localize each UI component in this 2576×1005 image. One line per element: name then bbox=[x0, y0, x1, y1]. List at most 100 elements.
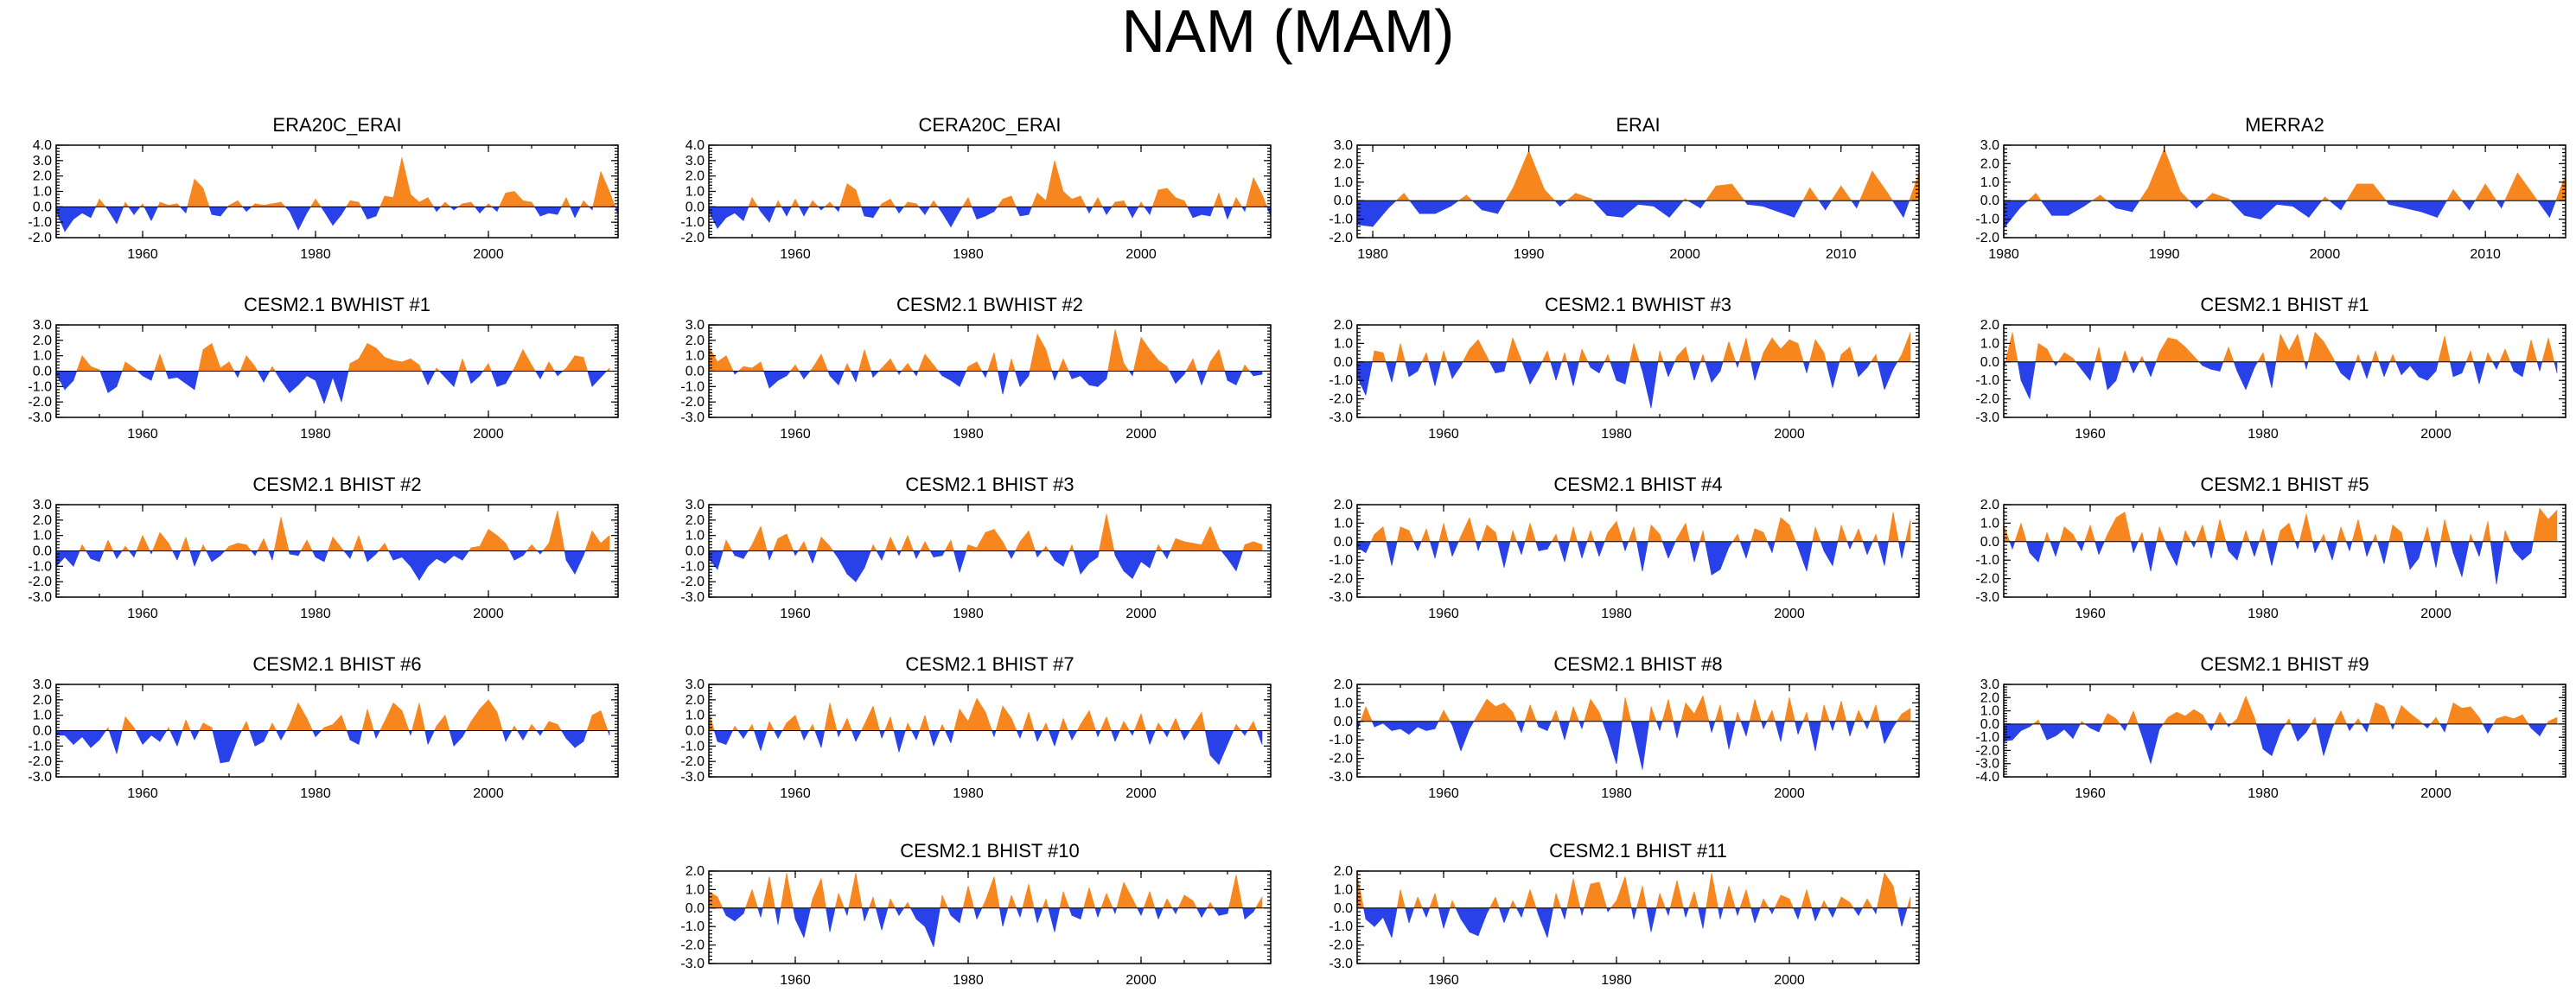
plot-frame bbox=[708, 144, 1272, 239]
area-segment bbox=[79, 544, 83, 551]
area-segment bbox=[2323, 723, 2333, 756]
area-segment bbox=[2516, 172, 2535, 201]
area-segment bbox=[861, 907, 865, 921]
area-segment bbox=[1434, 361, 1442, 386]
area-segment bbox=[2435, 541, 2441, 568]
area-segment bbox=[2133, 710, 2139, 725]
area-segment bbox=[1486, 356, 1490, 363]
area-segment bbox=[591, 207, 594, 210]
area-segment bbox=[2530, 723, 2541, 737]
area-segment bbox=[237, 200, 244, 207]
area-segment bbox=[889, 716, 895, 731]
area-segment bbox=[907, 722, 913, 731]
area-segment bbox=[2369, 703, 2376, 725]
area-segment bbox=[2430, 716, 2437, 725]
area-segment bbox=[959, 907, 964, 923]
area-segment bbox=[159, 730, 168, 743]
area-segment bbox=[1192, 900, 1197, 909]
y-tick-label: -3.0 bbox=[1329, 957, 1353, 971]
area-segment bbox=[1261, 194, 1268, 207]
area-segment bbox=[1767, 541, 1773, 553]
area-segment bbox=[491, 207, 498, 213]
area-segment bbox=[881, 198, 891, 207]
area-segment bbox=[773, 730, 779, 739]
area-segment bbox=[1818, 200, 1826, 211]
area-segment bbox=[2487, 521, 2491, 543]
area-segment bbox=[751, 361, 762, 372]
area-segment bbox=[877, 367, 883, 372]
area-segment bbox=[2039, 723, 2048, 741]
area-segment bbox=[2230, 718, 2238, 725]
area-segment bbox=[108, 730, 118, 754]
area-segment bbox=[777, 533, 787, 551]
area-segment bbox=[1509, 900, 1514, 909]
area-segment bbox=[1372, 350, 1375, 363]
area-segment bbox=[2203, 192, 2213, 201]
area-segment bbox=[939, 724, 943, 731]
area-segment bbox=[150, 371, 155, 381]
area-segment bbox=[976, 360, 983, 372]
area-segment bbox=[224, 545, 230, 551]
area-segment bbox=[121, 361, 126, 372]
area-segment bbox=[907, 201, 917, 207]
area-segment bbox=[2504, 172, 2518, 201]
area-segment bbox=[743, 730, 749, 740]
area-segment bbox=[453, 550, 463, 561]
y-tick-label: -2.0 bbox=[680, 754, 705, 769]
area-segment bbox=[1559, 200, 1568, 207]
area-segment bbox=[1451, 361, 1462, 380]
y-tick-label: 2.0 bbox=[33, 169, 52, 184]
area-segment bbox=[1702, 695, 1710, 722]
y-tick-label: -2.0 bbox=[28, 754, 52, 769]
area-segment bbox=[392, 359, 403, 372]
area-segment bbox=[1866, 541, 1873, 555]
area-segment bbox=[803, 730, 810, 741]
x-tick-label: 2000 bbox=[473, 786, 504, 801]
area-segment bbox=[1877, 361, 1885, 390]
area-segment bbox=[1088, 550, 1099, 564]
area-segment bbox=[1784, 697, 1790, 722]
area-segment bbox=[297, 371, 308, 386]
area-segment bbox=[1157, 907, 1164, 919]
y-tick-label: 2.0 bbox=[685, 334, 705, 348]
area-segment bbox=[838, 893, 845, 909]
area-segment bbox=[2098, 723, 2103, 733]
area-segment bbox=[228, 200, 239, 207]
area-segment bbox=[159, 353, 167, 372]
y-tick-label: 0.0 bbox=[1334, 535, 1353, 550]
area-segment bbox=[531, 544, 539, 551]
area-segment bbox=[2469, 200, 2476, 211]
y-tick-label: -2.0 bbox=[1975, 231, 1999, 245]
area-segment bbox=[2366, 361, 2373, 379]
area-segment bbox=[2133, 541, 2139, 553]
y-tick-label: 0.0 bbox=[1334, 355, 1353, 370]
area-segment bbox=[189, 730, 195, 741]
area-segment bbox=[1443, 907, 1451, 929]
y-tick-label: -3.0 bbox=[680, 410, 705, 425]
area-segment bbox=[1371, 721, 1375, 728]
area-segment bbox=[1244, 541, 1254, 551]
area-segment bbox=[1094, 907, 1099, 918]
area-segment bbox=[1417, 541, 1422, 551]
area-segment bbox=[375, 730, 381, 739]
area-segment bbox=[2095, 347, 2100, 363]
x-tick-label: 2000 bbox=[2420, 427, 2452, 442]
area-segment bbox=[297, 207, 308, 231]
area-segment bbox=[1689, 361, 1695, 381]
area-segment bbox=[1365, 361, 1373, 396]
area-segment bbox=[444, 550, 455, 564]
y-tick-label: -1.0 bbox=[28, 559, 52, 574]
area-segment bbox=[323, 207, 334, 226]
area-segment bbox=[1655, 721, 1661, 731]
area-segment bbox=[1689, 541, 1695, 563]
y-tick-label: 2.0 bbox=[685, 864, 705, 879]
x-tick-label: 2000 bbox=[473, 607, 504, 621]
area-segment bbox=[732, 726, 736, 731]
area-segment bbox=[565, 354, 576, 372]
area-segment bbox=[375, 347, 386, 372]
area-segment bbox=[1460, 361, 1463, 366]
x-tick-label: 1960 bbox=[1428, 786, 1459, 801]
area-segment bbox=[1149, 348, 1159, 372]
area-segment bbox=[424, 730, 429, 745]
area-segment bbox=[2158, 336, 2169, 363]
